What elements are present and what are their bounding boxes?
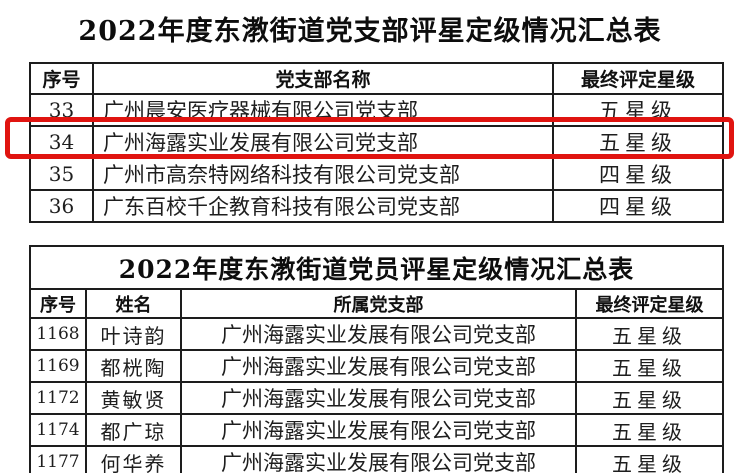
branch-name-cell: 广州晨安医疗器械有限公司党支部 [92, 93, 554, 127]
serial-cell: 33 [29, 93, 94, 127]
branch-name-cell: 广东百校千企教育科技有限公司党支部 [92, 189, 554, 223]
serial-cell: 36 [29, 189, 94, 223]
serial-cell: 1177 [29, 445, 87, 473]
member-table-title-row: 2022年度东漖街道党员评星定级情况汇总表 [28, 245, 725, 290]
header-final-rating: 最终评定星级 [574, 288, 725, 319]
table-row: 1177 何华养 广州海露实业发展有限公司党支部 五星级 [29, 445, 725, 473]
rating-cell: 四星级 [552, 157, 724, 191]
serial-cell: 1174 [29, 413, 87, 447]
person-name-cell: 何华养 [85, 445, 182, 473]
branch-name-cell: 广州海露实业发展有限公司党支部 [180, 349, 577, 383]
member-table-title: 2022年度东漖街道党员评星定级情况汇总表 [28, 245, 725, 290]
branch-name-cell: 广州海露实业发展有限公司党支部 [180, 445, 577, 473]
rating-cell: 五星级 [574, 381, 725, 415]
table-row: 1168 叶诗韵 广州海露实业发展有限公司党支部 五星级 [29, 317, 725, 351]
table-row: 35 广州市高奈特网络科技有限公司党支部 四星级 [29, 157, 724, 191]
rating-cell: 五星级 [574, 413, 725, 447]
branch-name-cell: 广州市高奈特网络科技有限公司党支部 [92, 157, 554, 191]
person-name-cell: 黄敏贤 [85, 381, 182, 415]
branch-table-header-row: 序号 党支部名称 最终评定星级 [29, 62, 724, 95]
table-row: 36 广东百校千企教育科技有限公司党支部 四星级 [29, 189, 724, 223]
table-row: 1174 都广琼 广州海露实业发展有限公司党支部 五星级 [29, 413, 725, 447]
serial-cell: 1168 [29, 317, 87, 351]
serial-cell: 34 [29, 125, 94, 159]
branch-rating-table: 序号 党支部名称 最终评定星级 33 广州晨安医疗器械有限公司党支部 五星级 3… [29, 62, 724, 223]
header-branch-name: 党支部名称 [92, 62, 554, 95]
branch-name-cell: 广州海露实业发展有限公司党支部 [180, 317, 577, 351]
rating-cell: 五星级 [574, 317, 725, 351]
table-row: 1172 黄敏贤 广州海露实业发展有限公司党支部 五星级 [29, 381, 725, 415]
person-name-cell: 都广琼 [85, 413, 182, 447]
branch-name-cell: 广州海露实业发展有限公司党支部 [180, 413, 577, 447]
table-row-highlighted: 34 广州海露实业发展有限公司党支部 五星级 [29, 125, 724, 159]
table-row: 1169 都桄陶 广州海露实业发展有限公司党支部 五星级 [29, 349, 725, 383]
header-affiliated-branch: 所属党支部 [180, 288, 577, 319]
branch-name-cell: 广州海露实业发展有限公司党支部 [180, 381, 577, 415]
rating-cell: 四星级 [552, 189, 724, 223]
serial-cell: 35 [29, 157, 94, 191]
rating-cell: 五星级 [574, 445, 725, 473]
person-name-cell: 都桄陶 [85, 349, 182, 383]
member-rating-table: 2022年度东漖街道党员评星定级情况汇总表 序号 姓名 所属党支部 最终评定星级… [28, 245, 725, 473]
header-serial: 序号 [29, 288, 87, 319]
branch-table-title: 2022年度东漖街道党支部评星定级情况汇总表 [78, 16, 662, 47]
rating-cell: 五星级 [552, 125, 724, 159]
table-row: 33 广州晨安医疗器械有限公司党支部 五星级 [29, 93, 724, 127]
header-serial: 序号 [29, 62, 94, 95]
member-table-header-row: 序号 姓名 所属党支部 最终评定星级 [29, 288, 725, 319]
header-person-name: 姓名 [85, 288, 182, 319]
rating-cell: 五星级 [552, 93, 724, 127]
header-final-rating: 最终评定星级 [552, 62, 724, 95]
serial-cell: 1169 [29, 349, 87, 383]
serial-cell: 1172 [29, 381, 87, 415]
rating-cell: 五星级 [574, 349, 725, 383]
branch-name-cell: 广州海露实业发展有限公司党支部 [92, 125, 554, 159]
person-name-cell: 叶诗韵 [85, 317, 182, 351]
